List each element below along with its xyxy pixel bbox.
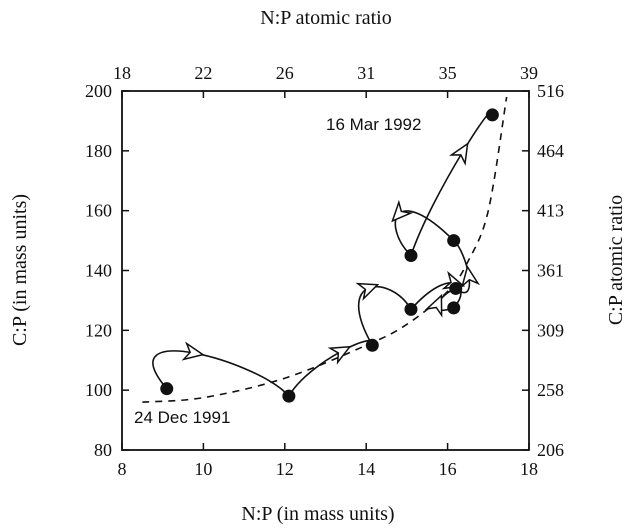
- right-tick-label: 206: [537, 440, 564, 460]
- data-point: [404, 302, 418, 316]
- top-tick-label: 18: [113, 63, 131, 83]
- trend-curve-layer: [142, 96, 508, 403]
- x-tick-label: 18: [520, 459, 538, 479]
- trajectory-layer: [152, 109, 495, 397]
- trajectory-arrow: [448, 142, 469, 166]
- top-tick-label: 35: [439, 63, 457, 83]
- right-axis-title: C:P atomic ratio: [605, 195, 627, 325]
- y-tick-label: 80: [94, 440, 112, 460]
- trajectory-arrow: [327, 345, 352, 365]
- y-tick-label: 120: [85, 320, 112, 340]
- trajectory-arrow: [391, 199, 414, 223]
- left-axis-title: C:P (in mass units): [9, 194, 31, 346]
- top-tick-label: 31: [357, 63, 375, 83]
- right-tick-label: 309: [537, 320, 564, 340]
- data-point: [160, 382, 174, 396]
- x-tick-label: 16: [439, 459, 457, 479]
- trend-curve: [142, 96, 508, 403]
- top-tick-label: 22: [194, 63, 212, 83]
- top-tick-label: 26: [276, 63, 294, 83]
- data-point: [449, 281, 463, 295]
- trajectory-arrow: [181, 341, 205, 361]
- trajectory-segment: [152, 350, 290, 397]
- trajectory-arrow: [355, 282, 380, 301]
- x-tick-label: 14: [357, 459, 375, 479]
- x-tick-label: 10: [194, 459, 212, 479]
- right-tick-label: 413: [537, 201, 564, 221]
- trajectory-arrow: [424, 293, 443, 318]
- top-axis-title: N:P atomic ratio: [260, 7, 391, 29]
- tick-layer: 8 10 12 14 16 18 18 22 26 31 35 39 80 100 120 140 160 180…: [85, 63, 564, 479]
- y-tick-label: 100: [85, 380, 112, 400]
- y-tick-label: 180: [85, 141, 112, 161]
- annotation-16-mar-1992: 16 Mar 1992: [326, 115, 421, 134]
- data-point: [365, 338, 379, 352]
- data-point: [404, 249, 418, 263]
- data-point: [447, 301, 461, 315]
- right-tick-label: 464: [537, 141, 564, 161]
- y-tick-label: 160: [85, 201, 112, 221]
- trajectory-segment: [394, 210, 455, 257]
- x-tick-label: 12: [276, 459, 294, 479]
- trajectory-arrow: [460, 265, 481, 289]
- data-points-layer: [160, 108, 499, 403]
- right-tick-label: 361: [537, 261, 564, 281]
- right-tick-label: 258: [537, 380, 564, 400]
- y-tick-label: 140: [85, 261, 112, 281]
- y-tick-label: 200: [85, 81, 112, 101]
- right-tick-label: 516: [537, 81, 564, 101]
- data-point: [485, 108, 499, 122]
- bottom-axis-title: N:P (in mass units): [241, 503, 394, 525]
- trajectory-segment: [410, 109, 495, 256]
- annotation-24-dec-1991: 24 Dec 1991: [134, 408, 230, 427]
- top-tick-label: 39: [520, 63, 538, 83]
- data-point: [282, 389, 296, 403]
- data-point: [447, 234, 461, 248]
- x-tick-label: 8: [118, 459, 127, 479]
